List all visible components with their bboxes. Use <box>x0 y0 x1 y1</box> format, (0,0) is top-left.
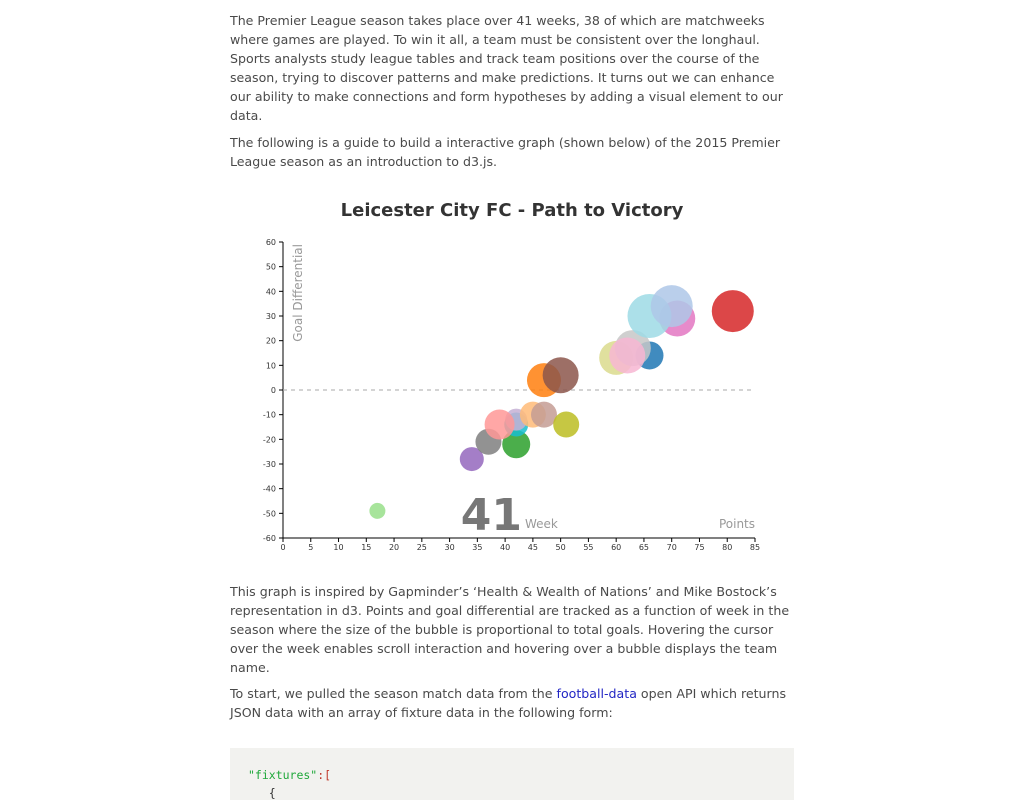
x-tick-label: 30 <box>444 543 454 552</box>
code-punctuation: :[ <box>317 768 332 782</box>
x-tick-label: 15 <box>361 543 371 552</box>
x-tick-label: 60 <box>611 543 621 552</box>
y-axis: -60 -50 -40 -30 -20 -10 0 10 20 30 40 50 60 <box>263 238 284 543</box>
team-bubble[interactable] <box>502 430 531 459</box>
y-tick-label: -10 <box>263 411 276 420</box>
team-bubble[interactable] <box>609 337 646 374</box>
x-tick-label: 40 <box>500 543 510 552</box>
code-line-2: { <box>248 786 276 800</box>
y-tick-label: 60 <box>266 238 276 247</box>
team-bubble[interactable] <box>459 447 484 472</box>
y-tick-label: -30 <box>263 460 276 469</box>
bubbles[interactable] <box>369 285 754 519</box>
api-paragraph: To start, we pulled the season match dat… <box>230 684 794 722</box>
y-tick-label: 40 <box>266 287 276 296</box>
x-tick-label: 70 <box>667 543 677 552</box>
x-tick-label: 35 <box>472 543 482 552</box>
x-tick-label: 25 <box>417 543 427 552</box>
week-value[interactable]: 41 <box>461 490 522 541</box>
chart-title: Leicester City FC - Path to Victory <box>340 200 684 221</box>
y-tick-label: -20 <box>263 435 276 444</box>
x-tick-label: 10 <box>333 543 343 552</box>
y-tick-label: -50 <box>263 509 276 518</box>
y-tick-label: -40 <box>263 485 276 494</box>
x-tick-label: 80 <box>722 543 732 552</box>
x-axis: 0 5 10 15 20 25 30 35 40 45 50 55 60 65 70 75 80 85 <box>280 537 760 552</box>
y-tick-label: 50 <box>266 263 276 272</box>
api-text-after: open API which returns JSON data with an… <box>230 686 787 720</box>
team-bubble[interactable] <box>711 290 754 333</box>
y-tick-label: 20 <box>266 337 276 346</box>
x-tick-label: 20 <box>389 543 399 552</box>
team-bubble[interactable] <box>553 411 580 438</box>
code-block: "fixtures":[ { <box>230 748 794 800</box>
x-tick-label: 5 <box>308 543 313 552</box>
x-tick-label: 75 <box>694 543 704 552</box>
y-tick-label: -60 <box>263 534 276 543</box>
team-bubble[interactable] <box>530 401 557 428</box>
api-text-before: To start, we pulled the season match dat… <box>230 686 557 701</box>
chart-svg[interactable]: -60 -50 -40 -30 -20 -10 0 10 20 30 40 50 60 0 5 10 15 20… <box>230 195 794 560</box>
team-bubble[interactable] <box>542 357 579 394</box>
y-axis-label: Goal Differential <box>291 244 305 342</box>
code-key-fixtures: "fixtures" <box>248 768 318 782</box>
team-bubble[interactable] <box>650 285 693 328</box>
code-line-1: "fixtures":[ <box>248 768 331 782</box>
inspiration-paragraph: This graph is inspired by Gapminder’s ‘H… <box>230 584 790 675</box>
x-tick-label: 45 <box>528 543 538 552</box>
y-tick-label: 10 <box>266 361 276 370</box>
team-bubble[interactable] <box>369 502 386 519</box>
bubble-chart[interactable]: Leicester City FC - Path to Victory -60-… <box>230 195 794 560</box>
week-label: Week <box>525 517 558 531</box>
y-tick-label: 30 <box>266 312 276 321</box>
team-bubble[interactable] <box>484 409 515 440</box>
x-tick-label: 85 <box>750 543 760 552</box>
x-tick-label: 55 <box>583 543 593 552</box>
intro-paragraph: The Premier League season takes place ov… <box>230 13 783 123</box>
x-tick-label: 0 <box>280 543 285 552</box>
y-tick-label: 0 <box>271 386 276 395</box>
x-axis-label: Points <box>719 517 755 531</box>
football-data-link[interactable]: football-data <box>556 686 637 701</box>
x-tick-label: 50 <box>556 543 566 552</box>
guide-paragraph: The following is a guide to build a inte… <box>230 135 781 169</box>
x-tick-label: 65 <box>639 543 649 552</box>
